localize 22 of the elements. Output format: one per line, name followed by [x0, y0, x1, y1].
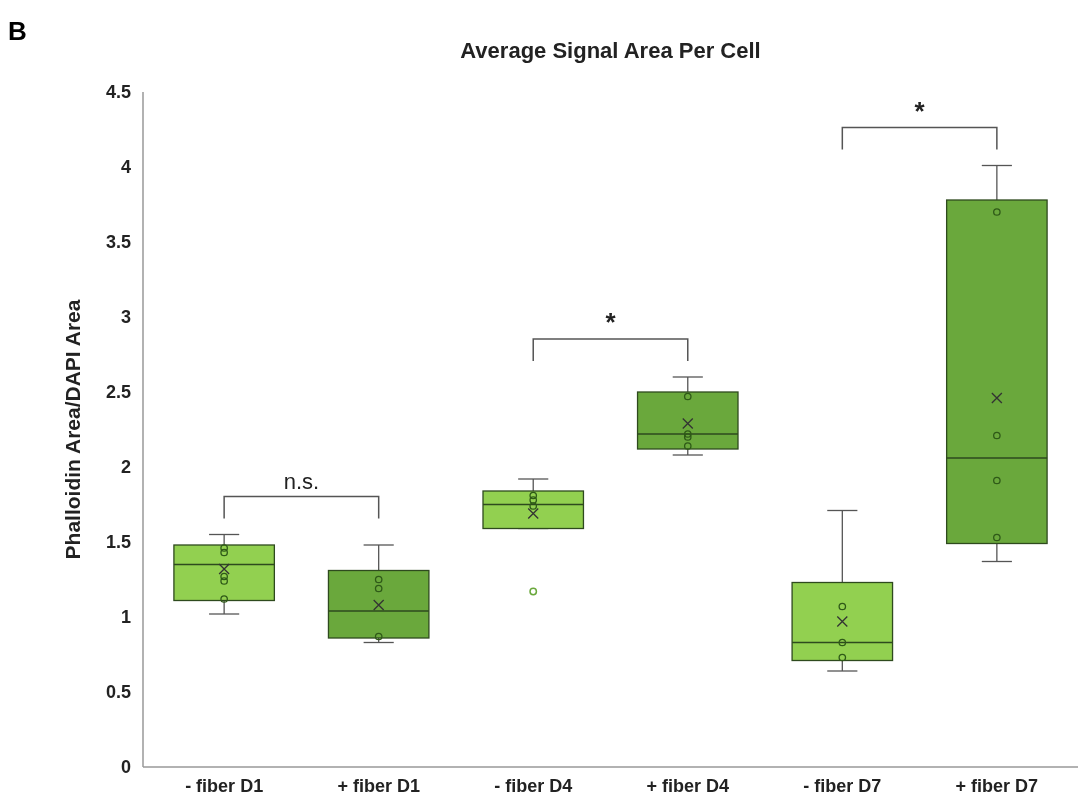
annotation: * — [914, 95, 926, 126]
y-axis-title: Phalloidin Area/DAPI Area — [61, 299, 84, 560]
y-tick-label: 0.5 — [105, 682, 131, 703]
y-tick-label: 4 — [120, 157, 131, 178]
x-tick-label: - fiber D4 — [494, 776, 573, 796]
y-tick-label: 3.5 — [105, 232, 131, 253]
x-tick-label: + fiber D4 — [646, 776, 730, 796]
y-tick-label: 0 — [120, 757, 131, 778]
y-tick-label: 1 — [120, 607, 131, 628]
x-tick-label: + fiber D7 — [955, 776, 1039, 796]
y-tick-label: 1.5 — [105, 532, 131, 553]
chart-title: Average Signal Area Per Cell — [460, 38, 761, 63]
x-tick-label: - fiber D7 — [803, 776, 882, 796]
y-tick-label: 2 — [120, 457, 131, 478]
y-tick-label: 2.5 — [105, 382, 131, 403]
x-tick-label: - fiber D1 — [185, 776, 264, 796]
annotation: * — [605, 307, 617, 337]
text: B — [8, 16, 27, 46]
y-tick-label: 3 — [120, 307, 131, 328]
annotation: n.s. — [283, 468, 320, 494]
x-tick-label: + fiber D1 — [337, 776, 420, 796]
y-tick-label: 4.5 — [105, 82, 131, 103]
